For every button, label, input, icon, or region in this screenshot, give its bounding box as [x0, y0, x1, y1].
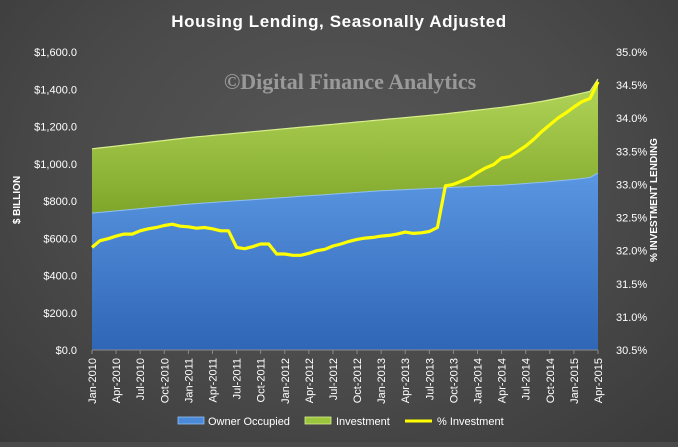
y2-tick-label: 30.5%: [616, 345, 647, 357]
legend: Owner Occupied Investment % Investment: [177, 416, 504, 428]
x-tick-label: Jan-2015: [569, 358, 581, 404]
x-tick-label: Jan-2010: [87, 358, 99, 404]
x-tick-label: Jul-2014: [521, 358, 533, 400]
x-tick-label: Oct-2011: [256, 358, 268, 402]
y2-tick-label: 31.5%: [616, 279, 647, 291]
y-tick-label: $400.0: [43, 271, 77, 283]
y2-tick-label: 32.5%: [616, 213, 647, 225]
x-tick-label: Jan-2013: [376, 358, 388, 404]
y2-tick-label: 34.0%: [616, 113, 647, 125]
x-axis-ticks: Jan-2010 Apr-2010 Jul-2010 Oct-2010 Jan-2011…: [87, 350, 605, 404]
x-tick-label: Apr-2014: [497, 358, 509, 403]
x-tick-label: Apr-2010: [111, 358, 123, 403]
y-tick-label: $1,000.0: [34, 159, 77, 171]
y-axis-title: $ BILLION: [12, 176, 23, 224]
y-tick-label: $600.0: [43, 233, 77, 245]
y2-tick-label: 34.5%: [616, 80, 647, 92]
y2-tick-label: 33.5%: [616, 146, 647, 158]
y-tick-label: $1,200.0: [34, 122, 77, 134]
legend-label-investment: Investment: [336, 416, 390, 428]
x-tick-label: Oct-2012: [352, 358, 364, 403]
x-tick-label: Oct-2010: [159, 358, 171, 403]
legend-label-owner-occupied: Owner Occupied: [208, 416, 290, 428]
plot-area: [90, 78, 600, 351]
chart-title: Housing Lending, Seasonally Adjusted: [171, 12, 507, 31]
x-tick-label: Jan-2014: [473, 358, 485, 404]
y-tick-label: $800.0: [43, 196, 77, 208]
investment-area: [92, 79, 598, 214]
y2-tick-label: 31.0%: [616, 312, 647, 324]
y-tick-label: $0.0: [56, 345, 77, 357]
x-tick-label: Apr-2013: [400, 358, 412, 403]
x-tick-label: Jul-2010: [135, 358, 147, 400]
y-tick-label: $1,400.0: [34, 84, 77, 96]
x-tick-label: Jan-2012: [280, 358, 292, 404]
x-tick-label: Oct-2013: [448, 358, 460, 403]
y-tick-label: $1,600.0: [34, 47, 77, 59]
x-tick-label: Apr-2012: [304, 358, 316, 403]
y2-axis-title: % INVESTMENT LENDING: [649, 138, 660, 262]
x-tick-label: Jan-2011: [183, 358, 195, 403]
y2-tick-label: 35.0%: [616, 47, 647, 59]
x-tick-label: Oct-2014: [545, 358, 557, 403]
y2-tick-label: 33.0%: [616, 179, 647, 191]
x-tick-label: Apr-2011: [208, 358, 220, 402]
legend-item-pct-investment: % Investment: [405, 416, 504, 428]
legend-item-owner-occupied: Owner Occupied: [177, 416, 290, 428]
x-tick-label: Apr-2015: [593, 358, 605, 403]
legend-item-investment: Investment: [304, 416, 390, 428]
y-tick-label: $200.0: [43, 308, 77, 320]
legend-label-pct-investment: % Investment: [437, 416, 504, 428]
legend-swatch-owner-occupied: [177, 416, 205, 425]
watermark-text: ©Digital Finance Analytics: [224, 69, 477, 94]
x-tick-label: Jul-2011: [232, 358, 244, 399]
pct-investment-line: [90, 81, 600, 257]
y2-axis-ticks: 30.5% 31.0% 31.5% 32.0% 32.5% 33.0% 33.5% 34.0%…: [616, 47, 647, 357]
x-tick-label: Jul-2013: [424, 358, 436, 400]
legend-swatch-investment: [304, 416, 332, 425]
y2-tick-label: 32.0%: [616, 246, 647, 258]
x-tick-label: Jul-2012: [328, 358, 340, 400]
y-axis-ticks: $0.0 $200.0 $400.0 $600.0 $800.0 $1,000.0 $1,2…: [34, 47, 77, 357]
owner-occupied-top-edge: [91, 172, 599, 214]
investment-top-edge: [91, 78, 599, 150]
owner-occupied-area: [92, 173, 598, 350]
